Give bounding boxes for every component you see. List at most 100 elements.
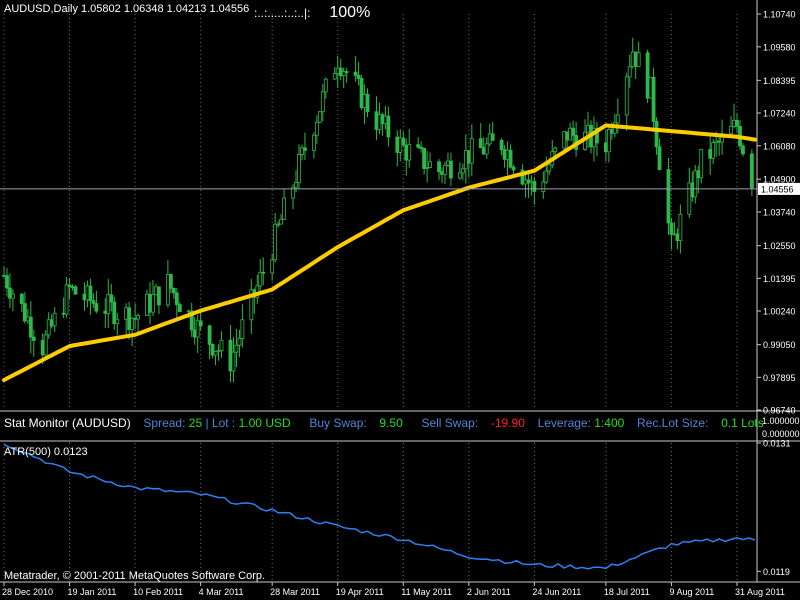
candle-body-39: [165, 274, 170, 306]
candle-body-166: [693, 170, 698, 198]
candle-body-10: [43, 334, 48, 356]
candle-body-21: [88, 285, 93, 302]
x-tick-label-6: 11 May 2011: [401, 587, 452, 597]
y-tick-label-11: 0.97895: [763, 373, 796, 383]
candle-body-97: [404, 144, 409, 161]
x-tick-label-7: 2 Jun 2011: [467, 587, 511, 597]
candle-body-45: [189, 310, 194, 331]
atr-tick-label-0: 0.0131: [763, 439, 791, 449]
candle-body-5: [22, 303, 27, 322]
candle-body-65: [273, 223, 278, 261]
candle-body-123: [511, 166, 516, 171]
candle-body-3: [11, 293, 15, 299]
y-tick-label-2: 1.08395: [763, 76, 796, 86]
candle-body-154: [645, 52, 650, 99]
candle-body-46: [192, 329, 197, 338]
candle-body-119: [499, 139, 504, 151]
candle-body-66: [276, 223, 281, 226]
candle-body-42: [174, 292, 179, 305]
candle-body-165: [690, 182, 695, 198]
x-tick-label-10: 9 Aug 2011: [669, 587, 714, 597]
candle-body-133: [553, 147, 558, 153]
x-tick-label-8: 24 Jun 2011: [532, 587, 581, 597]
candle-body-81: [338, 67, 343, 77]
spread-value: 25: [188, 416, 203, 430]
candle-body-156: [651, 77, 656, 122]
candle-body-170: [711, 142, 716, 159]
candle-body-77: [320, 91, 325, 113]
stat-monitor: Stat Monitor (AUDUSD) Spread: 25 | Lot :…: [4, 416, 764, 430]
candle-body-168: [699, 149, 704, 179]
candle-body-107: [446, 160, 450, 166]
x-tick-label-1: 19 Jan 2011: [68, 587, 117, 597]
leverage-label: Leverage:: [537, 416, 591, 430]
candle-body-84: [353, 71, 358, 76]
current-price-line: 1.04556: [0, 182, 800, 195]
y-tick-label-3: 1.07240: [763, 109, 796, 119]
candle-body-121: [505, 149, 510, 160]
candle-body-75: [314, 121, 319, 136]
lot-value: 1.00 USD: [238, 416, 291, 430]
candle-body-73: [303, 147, 307, 151]
atr-tick-label-1: 0.0119: [763, 567, 790, 577]
candle-body-1: [5, 275, 9, 289]
candle-body-83: [344, 71, 349, 73]
y-tick-label-9: 1.00240: [763, 307, 796, 317]
candle-body-2: [8, 287, 12, 299]
candle-body-12: [49, 319, 54, 327]
y-tick-label-4: 1.06080: [763, 141, 796, 151]
y-tick-label-8: 1.01395: [763, 274, 796, 284]
candle-body-172: [717, 140, 722, 143]
atr-indicator: [3, 443, 756, 570]
candle-body-130: [544, 170, 549, 183]
candle-body-76: [317, 111, 322, 123]
y-tick-label-12: 0.96740: [763, 406, 796, 416]
candle-body-120: [502, 149, 507, 160]
candle-body-67: [279, 218, 284, 225]
candle-body-125: [523, 179, 528, 185]
x-tick-label-3: 4 Mar 2011: [199, 587, 244, 597]
candle-body-155: [648, 77, 653, 99]
candle-body-98: [407, 144, 412, 161]
candle-body-113: [469, 138, 474, 164]
candle-body-56: [234, 344, 239, 353]
candle-body-99: [416, 144, 421, 148]
candle-body-158: [657, 146, 662, 171]
sell-swap-value: -19.90: [490, 416, 525, 430]
candle-body-44: [186, 310, 191, 313]
candle-body-109: [457, 172, 462, 179]
zoom-indicator[interactable]: :..:.....:..:..|: 100%: [254, 4, 370, 22]
candle-body-157: [654, 121, 659, 148]
stat-scale-top: 1.000000: [762, 416, 800, 426]
candle-body-169: [708, 149, 713, 159]
candle-body-136: [568, 127, 573, 141]
y-tick-label-10: 0.99050: [763, 340, 796, 350]
candle-body-4: [19, 293, 24, 304]
candle-body-114: [478, 138, 483, 149]
candle-body-174: [729, 125, 733, 135]
candle-body-24: [103, 310, 108, 314]
candle-body-36: [151, 294, 155, 313]
candle-body-53: [219, 339, 224, 352]
candle-body-14: [61, 312, 66, 315]
candle-body-54: [228, 339, 233, 372]
candle-body-9: [40, 340, 45, 356]
candle-body-70: [294, 182, 298, 188]
candle-body-134: [562, 131, 567, 149]
candle-body-11: [46, 319, 51, 336]
candle-body-63: [261, 271, 266, 274]
candle-body-143: [595, 127, 599, 144]
candle-body-152: [633, 51, 638, 67]
x-tick-label-11: 31 Aug 2011: [735, 587, 785, 597]
x-tick-label-2: 10 Feb 2011: [133, 587, 183, 597]
candle-body-62: [258, 271, 263, 287]
candle-body-38: [157, 286, 161, 306]
candle-body-68: [282, 197, 286, 220]
candle-body-59: [249, 289, 254, 321]
candle-body-116: [484, 143, 489, 155]
atr-header: ATR(500) 0.0123: [4, 446, 88, 458]
candle-body-163: [678, 213, 683, 241]
y-tick-label-1: 1.09580: [763, 42, 796, 52]
x-tick-label-5: 19 Apr 2011: [336, 587, 384, 597]
